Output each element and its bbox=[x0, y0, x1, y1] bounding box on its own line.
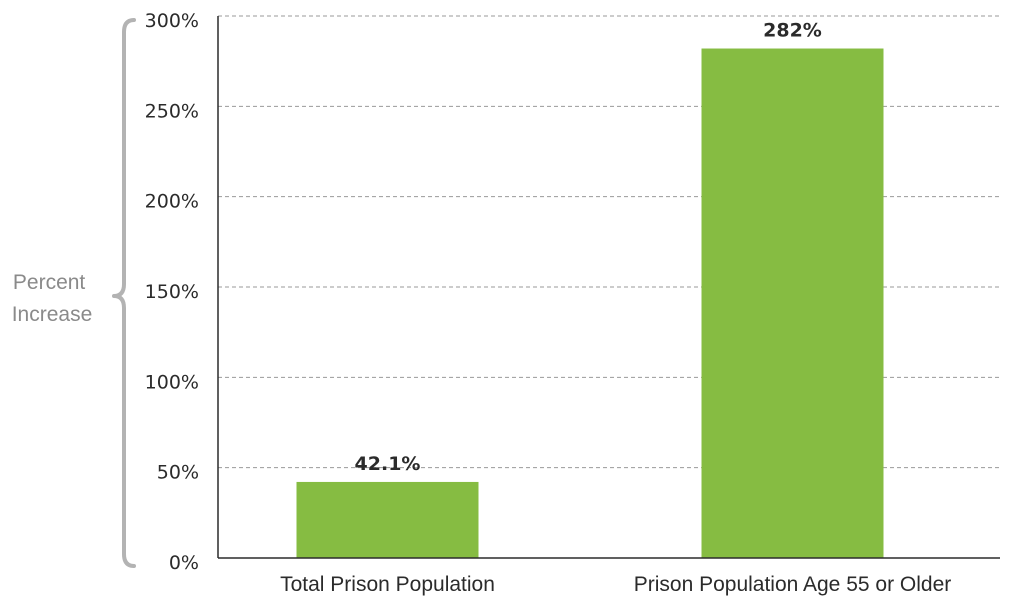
y-axis-title-line-2: Increase bbox=[12, 303, 93, 326]
bars bbox=[296, 48, 884, 559]
y-tick-label: 300% bbox=[145, 10, 199, 32]
y-tick-label: 100% bbox=[145, 371, 199, 393]
y-axis-brace bbox=[112, 18, 136, 568]
y-axis-title-line-1: Percent bbox=[13, 271, 86, 294]
data-labels: 42.1% 282% bbox=[355, 20, 822, 475]
bar bbox=[296, 481, 479, 558]
y-tick-label: 50% bbox=[157, 462, 199, 484]
x-axis-category-labels: Total Prison Population Prison Population… bbox=[280, 573, 951, 596]
y-tick-label: 250% bbox=[145, 100, 199, 122]
bar bbox=[701, 48, 884, 559]
y-tick-label: 150% bbox=[145, 281, 199, 303]
bar-data-label: 282% bbox=[763, 20, 822, 42]
y-tick-label: 0% bbox=[169, 552, 199, 574]
x-category-label: Prison Population Age 55 or Older bbox=[634, 573, 952, 596]
y-axis-title: Percent Increase bbox=[12, 271, 93, 326]
bar-data-label: 42.1% bbox=[355, 453, 421, 475]
y-tick-label: 200% bbox=[145, 191, 199, 213]
y-axis-tick-labels: 0% 50% 100% 150% 200% 250% 300% bbox=[145, 10, 199, 574]
x-category-label: Total Prison Population bbox=[280, 573, 495, 596]
